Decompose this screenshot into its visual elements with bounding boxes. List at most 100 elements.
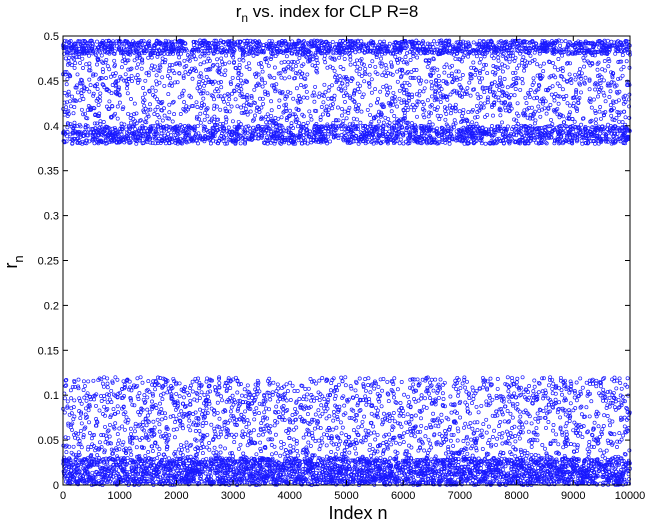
data-point xyxy=(313,84,318,89)
data-point xyxy=(81,433,86,438)
data-point xyxy=(190,76,195,81)
data-point xyxy=(146,379,151,384)
data-point xyxy=(115,116,120,121)
data-point xyxy=(341,94,346,99)
data-point xyxy=(260,84,265,89)
data-point xyxy=(101,60,106,65)
data-point xyxy=(63,435,68,440)
data-point xyxy=(167,62,172,67)
data-point xyxy=(84,62,89,67)
data-point xyxy=(153,107,158,112)
data-point xyxy=(338,420,343,425)
data-point xyxy=(294,425,299,430)
data-point xyxy=(138,375,143,380)
data-point xyxy=(130,402,135,407)
data-point xyxy=(145,112,150,117)
data-point xyxy=(134,445,139,450)
data-point xyxy=(115,456,120,461)
data-point xyxy=(154,128,159,133)
data-point xyxy=(252,412,257,416)
data-point xyxy=(152,136,157,141)
data-point xyxy=(179,51,183,56)
data-point xyxy=(137,42,142,47)
data-point xyxy=(328,139,332,144)
data-point xyxy=(271,380,276,385)
data-point xyxy=(332,68,337,73)
data-point xyxy=(152,46,157,51)
data-point xyxy=(129,431,133,436)
data-point xyxy=(319,403,324,408)
data-point xyxy=(77,469,82,474)
data-point xyxy=(153,141,158,146)
data-point xyxy=(70,94,75,99)
data-point xyxy=(284,429,289,434)
data-point xyxy=(101,457,106,462)
data-point xyxy=(100,67,105,72)
data-point xyxy=(155,120,160,125)
data-point xyxy=(150,399,154,404)
data-point xyxy=(70,421,75,426)
data-point xyxy=(288,380,293,385)
data-point xyxy=(298,83,303,88)
data-point xyxy=(170,100,175,105)
data-point xyxy=(163,411,167,416)
data-point xyxy=(312,93,317,98)
data-point xyxy=(162,113,167,118)
data-point xyxy=(287,75,292,80)
data-point xyxy=(148,136,153,141)
data-point xyxy=(102,396,107,401)
data-point xyxy=(247,67,252,72)
data-point xyxy=(117,85,121,90)
data-point xyxy=(175,399,180,404)
data-point xyxy=(295,389,300,393)
data-point xyxy=(81,388,86,392)
data-point xyxy=(264,406,268,411)
data-point xyxy=(88,83,93,88)
data-point xyxy=(176,403,180,408)
data-point xyxy=(168,76,173,81)
data-point xyxy=(266,63,271,68)
data-point xyxy=(155,456,160,461)
data-point xyxy=(70,46,75,50)
data-point xyxy=(187,393,192,398)
data-point xyxy=(104,58,109,62)
data-point xyxy=(216,435,221,440)
data-point xyxy=(141,445,146,450)
data-point xyxy=(112,49,117,54)
data-point xyxy=(167,433,172,438)
data-point xyxy=(166,131,170,136)
data-point xyxy=(318,443,323,448)
data-point xyxy=(339,106,344,111)
data-point xyxy=(168,125,173,130)
data-point xyxy=(64,139,69,144)
data-point xyxy=(342,403,347,408)
data-point xyxy=(139,66,144,71)
data-point xyxy=(177,55,182,60)
data-point xyxy=(330,427,335,432)
data-point xyxy=(228,386,233,390)
data-point xyxy=(176,471,181,475)
data-point xyxy=(64,105,69,110)
data-point xyxy=(267,407,272,412)
data-point xyxy=(82,395,87,400)
data-point xyxy=(66,89,71,94)
data-point xyxy=(320,440,325,445)
data-point xyxy=(74,85,79,90)
data-point xyxy=(70,141,75,146)
data-point xyxy=(158,401,162,406)
data-point xyxy=(78,398,82,403)
data-point xyxy=(121,404,126,409)
data-point xyxy=(97,456,102,461)
data-point xyxy=(126,111,131,116)
data-point xyxy=(254,406,259,411)
data-point xyxy=(103,137,108,142)
data-point xyxy=(277,98,282,103)
data-point xyxy=(223,409,228,414)
data-point xyxy=(251,53,256,58)
data-point xyxy=(301,95,306,100)
data-point xyxy=(135,376,140,381)
data-point xyxy=(163,141,168,146)
data-point xyxy=(170,83,175,88)
data-point xyxy=(218,94,223,99)
data-point xyxy=(63,56,68,61)
